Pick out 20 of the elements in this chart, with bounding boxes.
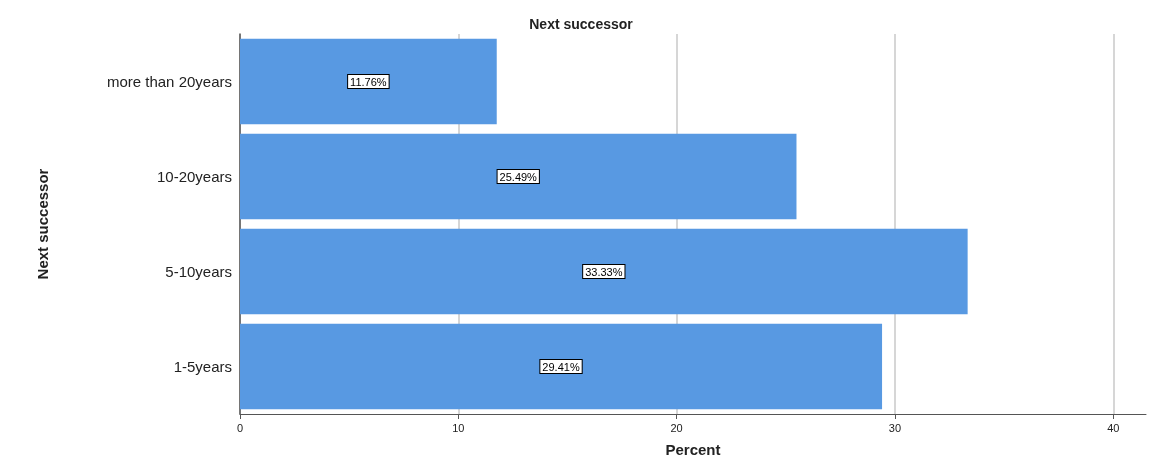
bar xyxy=(240,323,883,410)
x-tick-label: 10 xyxy=(452,421,465,434)
x-tick-label: 40 xyxy=(1107,421,1120,434)
data-label: 33.33% xyxy=(585,265,623,278)
chart-title: Next successor xyxy=(529,16,634,32)
x-tick-label: 20 xyxy=(670,421,683,434)
bar xyxy=(240,133,797,220)
x-axis-title: Percent xyxy=(665,441,721,458)
x-tick-label: 0 xyxy=(236,421,244,434)
data-label: 11.76% xyxy=(350,75,387,88)
y-axis-title: Next successor xyxy=(34,168,51,280)
bar xyxy=(240,38,497,125)
y-tick-label: 10-20years xyxy=(156,168,232,185)
bar xyxy=(240,228,968,315)
y-tick-label: more than 20years xyxy=(106,73,232,90)
x-tick-label: 30 xyxy=(888,421,902,434)
y-tick-label: 1-5years xyxy=(173,358,232,375)
y-tick-label: 5-10years xyxy=(165,263,232,280)
data-label: 25.49% xyxy=(499,170,538,183)
data-label: 29.41% xyxy=(542,360,580,373)
